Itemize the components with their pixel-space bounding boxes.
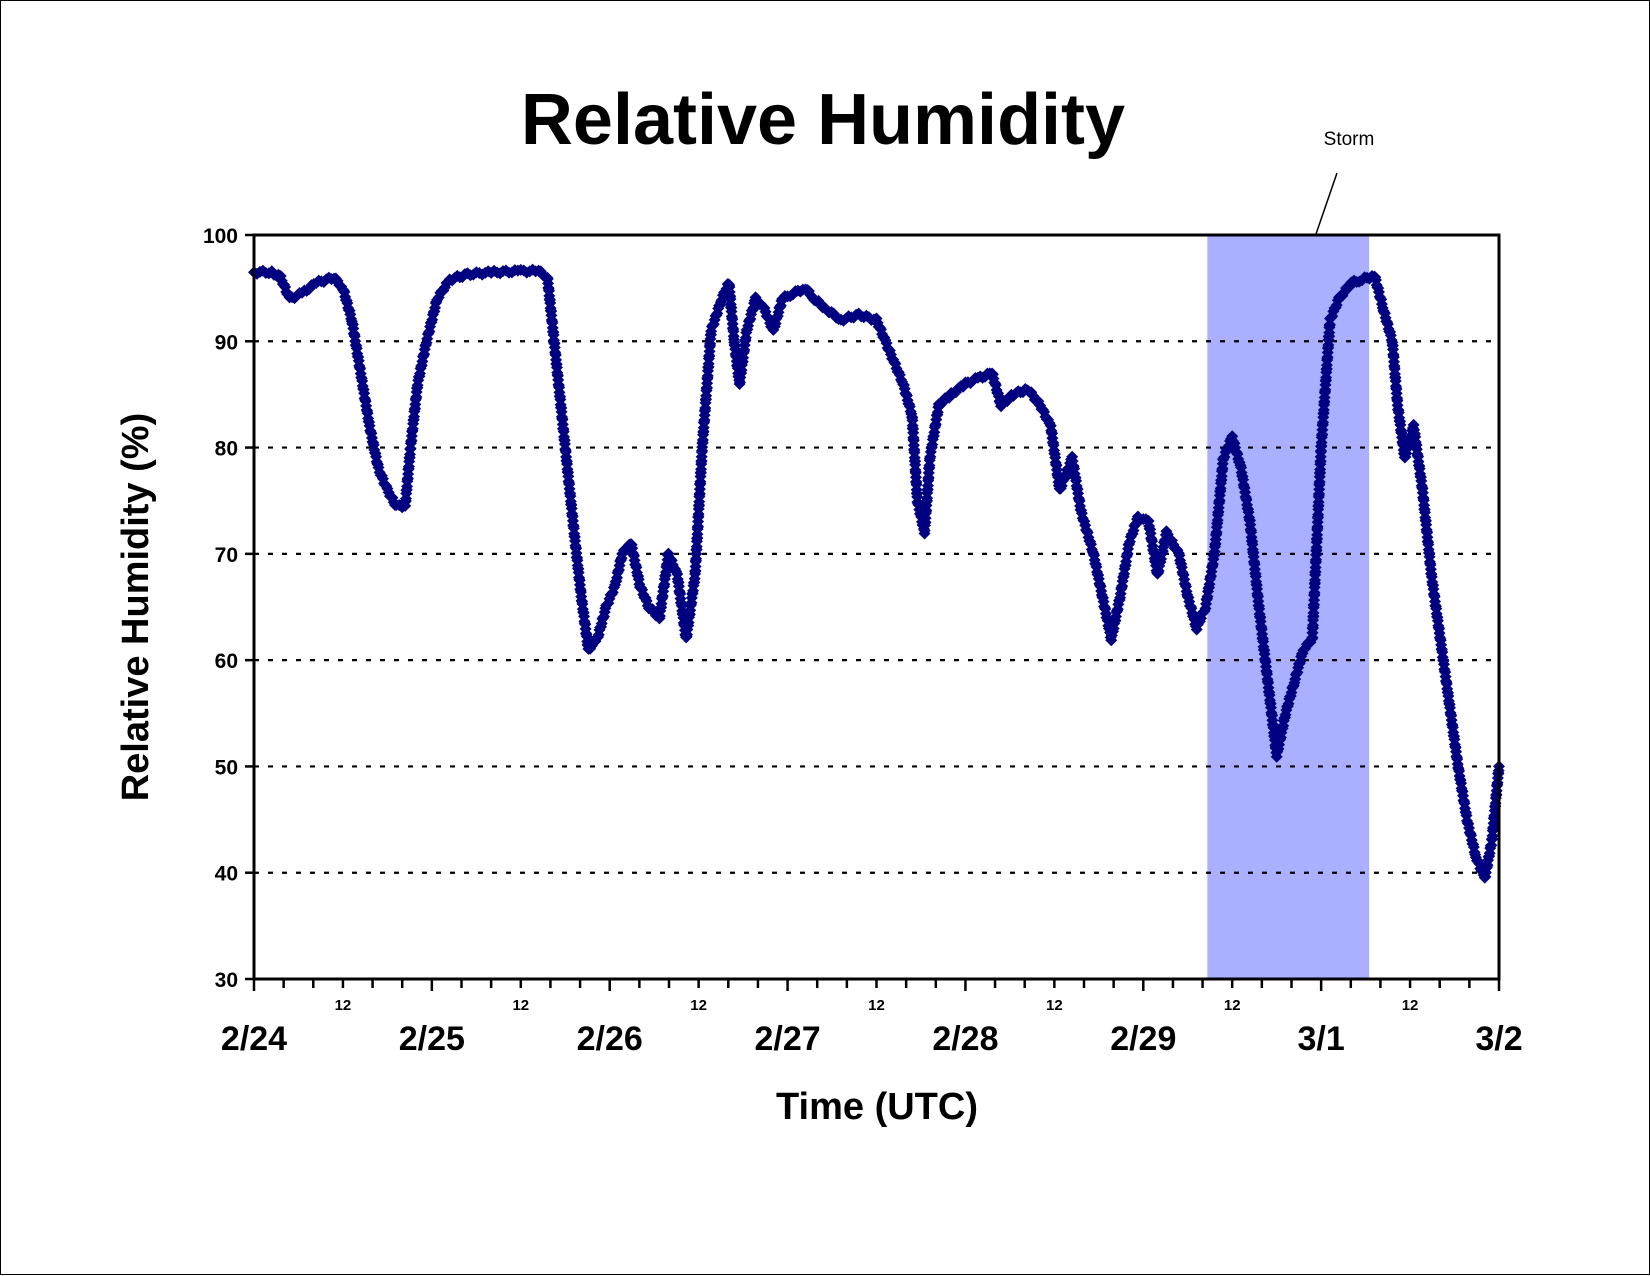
gridlines [254,340,1499,874]
x-hour-label: 12 [868,997,885,1014]
y-tick-label-60: 60 [215,650,238,673]
x-hour-label: 12 [1046,997,1063,1014]
storm-band: Storm [1207,129,1374,979]
x-hour-label: 12 [1224,997,1241,1014]
x-day-label-2/28: 2/28 [932,1020,998,1058]
y-axis-title: Relative Humidity (%) [115,413,157,802]
x-hour-label: 12 [512,997,529,1014]
x-hour-label: 12 [690,997,707,1014]
x-axis-title: Time (UTC) [776,1086,978,1128]
x-day-label-2/27: 2/27 [754,1020,820,1058]
y-tick-label-30: 30 [215,969,238,992]
y-tick-label-40: 40 [215,863,238,886]
x-day-label-2/26: 2/26 [577,1020,643,1058]
x-hour-label: 12 [1402,997,1419,1014]
y-tick-label-70: 70 [215,544,238,567]
y-tick-label-80: 80 [215,438,238,461]
x-axis: 2/24 12 2/25 12 2/26 12 2/27 12 2/28 12 2/29 12 3/1 1… [221,979,1523,1058]
y-tick-label-50: 50 [215,756,238,779]
x-day-label-2/25: 2/25 [399,1020,465,1058]
x-day-label-3/1: 3/1 [1298,1020,1345,1058]
storm-annotation-label: Storm [1324,129,1375,150]
y-tick-label-100: 100 [203,225,238,248]
x-day-label-3/2: 3/2 [1475,1020,1522,1058]
x-day-label-2/29: 2/29 [1110,1020,1176,1058]
storm-annotation-leader [1315,172,1338,235]
y-tick-label-90: 90 [215,331,238,354]
storm-highlight [1207,235,1370,979]
y-axis: 30 40 50 60 70 80 90 100 [203,225,254,992]
x-hour-label: 12 [335,997,352,1014]
x-day-label-2/24: 2/24 [221,1020,287,1058]
data-series [248,263,1505,884]
chart-title: Relative Humidity [521,80,1125,160]
